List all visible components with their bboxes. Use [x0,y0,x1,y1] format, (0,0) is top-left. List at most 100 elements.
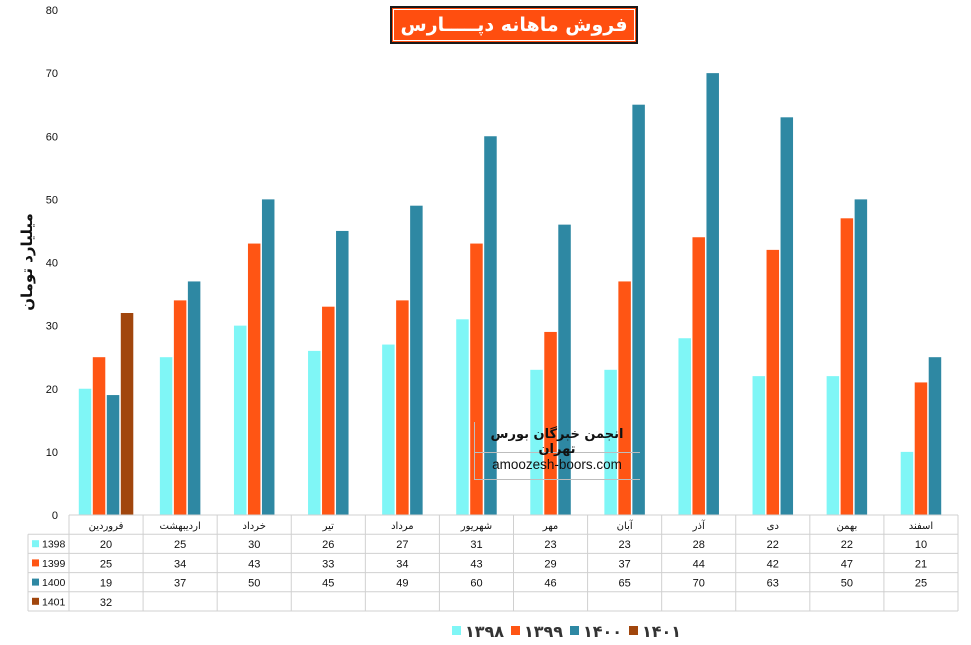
data-label: 19 [100,578,112,590]
data-label: 25 [174,539,186,551]
bar [854,199,868,516]
bar [322,306,335,515]
y-tick-label: 20 [46,384,58,396]
data-label: 37 [619,558,631,570]
bar [247,243,261,515]
x-tick-label: شهریور [460,521,492,532]
y-tick-label: 40 [46,258,58,270]
x-tick-label: اردیبهشت [160,521,201,532]
y-tick-label: 30 [46,321,58,333]
data-label: 26 [322,539,334,551]
data-label: 60 [470,578,482,590]
bar [928,357,942,515]
x-tick-label: فروردین [89,521,124,532]
legend-swatch [570,626,579,635]
watermark-title: انجمن خبرگان بورس تهران [490,427,624,457]
bar [261,199,275,516]
table-series-label: 1400 [42,577,66,589]
bar [336,230,349,515]
bar [106,395,120,515]
y-tick-label: 10 [46,447,58,459]
x-tick-label: بهمن [836,521,857,532]
data-label: 44 [693,558,705,570]
data-label: 31 [470,539,482,551]
data-label: 28 [693,539,705,551]
bar [752,376,766,516]
watermark-divider [474,479,640,480]
bar [187,281,201,515]
x-tick-label: خرداد [243,521,266,532]
x-tick-label: آذر [692,519,706,532]
data-label: 47 [841,558,853,570]
bar [914,382,928,515]
watermark-divider [474,452,640,453]
data-label: 20 [100,539,112,551]
data-label: 42 [767,558,779,570]
table-legend-key [32,578,39,586]
bar [840,218,854,515]
legend-label: ۱۴۰۱ [642,622,681,641]
bar [692,237,705,515]
bar [632,104,645,515]
y-tick-label: 60 [46,131,58,143]
x-tick-label: آبان [617,519,634,532]
data-label: 22 [767,539,779,551]
bar [382,344,395,515]
bar [706,73,719,516]
bar [396,300,409,516]
watermark: انجمن خبرگان بورس تهران amoozesh-boors.c… [474,422,640,480]
bar [558,224,571,516]
data-label: 46 [544,578,556,590]
bar [92,357,106,515]
data-label: 45 [322,578,334,590]
data-label: 22 [841,539,853,551]
data-label: 43 [248,558,260,570]
bar [456,319,469,515]
chart-title-text: فروش ماهانه دپـــــارس [400,14,628,36]
data-label: 63 [767,578,779,590]
x-tick-label: تیر [322,521,335,532]
legend-label: ۱۳۹۸ [465,622,504,641]
data-label: 43 [470,558,482,570]
x-tick-label: مهر [542,521,558,532]
bar [78,388,92,515]
bar [120,313,134,515]
data-label: 21 [915,558,927,570]
x-tick-label: اسفند [909,521,933,532]
bar [544,331,557,515]
data-label: 70 [693,578,705,590]
bar [780,117,794,515]
data-label: 27 [396,539,408,551]
data-label: 65 [619,578,631,590]
legend-label: ۱۴۰۰ [583,622,622,641]
watermark-url: amoozesh-boors.com [492,457,622,472]
data-label: 25 [100,558,112,570]
table-legend-key [32,559,39,567]
data-label: 29 [544,558,556,570]
bar [308,350,321,516]
bar [470,243,483,515]
data-label: 30 [248,539,260,551]
y-tick-label: 50 [46,194,58,206]
y-axis-label: میلیارد تومان [18,213,36,311]
bar [766,249,780,516]
table-series-label: 1398 [42,539,66,551]
data-label: 34 [396,558,408,570]
data-label: 25 [915,578,927,590]
data-label: 50 [248,578,260,590]
x-tick-label: دی [767,521,779,532]
data-label: 34 [174,558,186,570]
data-label: 50 [841,578,853,590]
bar [173,300,187,516]
table-series-label: 1401 [42,596,66,608]
data-label: 33 [322,558,334,570]
y-tick-label: 70 [46,68,58,80]
bar [900,451,914,516]
bar [618,281,631,515]
legend-label: ۱۳۹۹ [524,622,563,641]
bar [410,205,423,515]
legend-swatch [511,626,520,635]
watermark-divider [474,422,475,480]
table-legend-key [32,540,39,548]
